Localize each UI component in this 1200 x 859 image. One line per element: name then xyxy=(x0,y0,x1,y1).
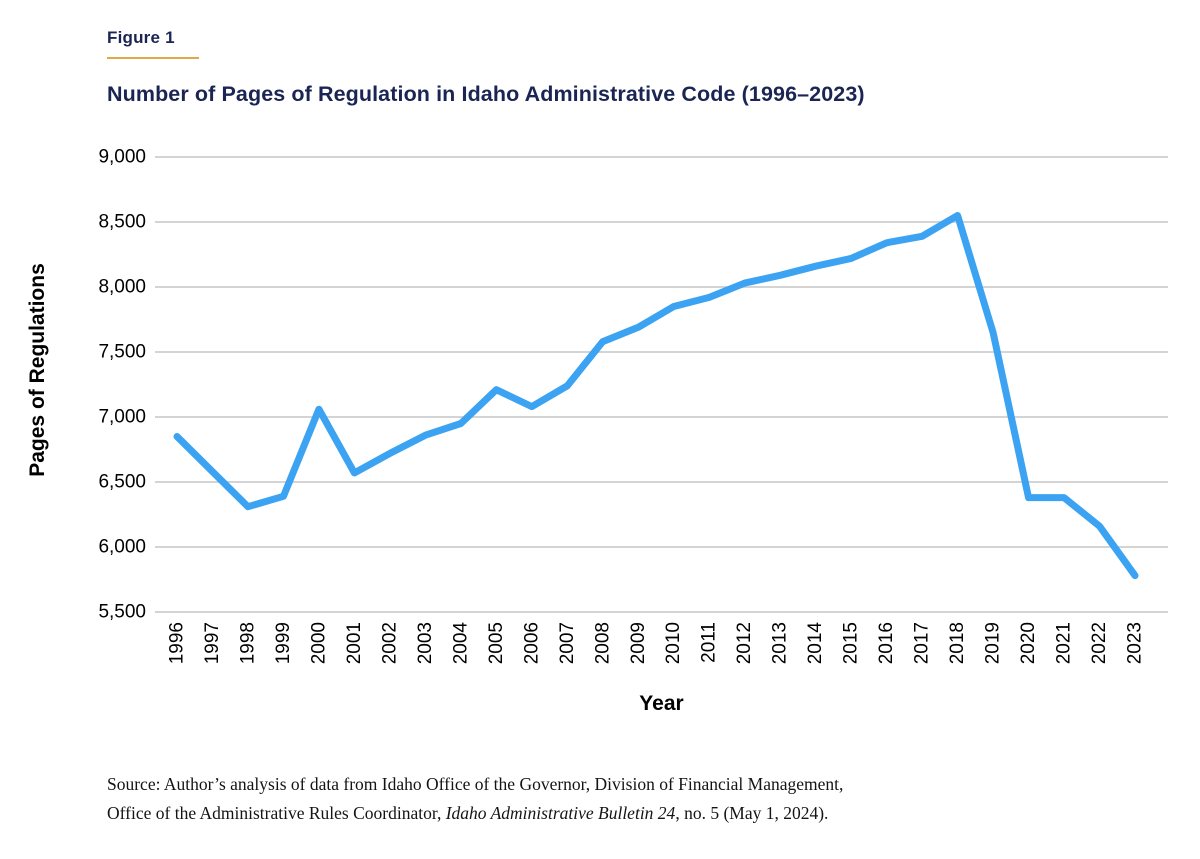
x-tick-label: 1997 xyxy=(202,622,223,664)
x-tick-label: 2007 xyxy=(557,622,578,664)
chart-canvas: 5,500 6,000 6,500 7,000 7,500 8,000 8,500 9,000… xyxy=(26,147,1168,715)
figure-label: Figure 1 xyxy=(107,28,175,47)
x-tick-label: 2013 xyxy=(770,622,791,664)
y-tick-label: 6,000 xyxy=(98,537,146,558)
source-citation-italic: Idaho Administrative Bulletin 24 xyxy=(445,803,676,823)
x-tick-label: 2011 xyxy=(699,622,720,663)
chart-title: Number of Pages of Regulation in Idaho A… xyxy=(107,82,865,106)
y-tick-label: 7,000 xyxy=(98,407,146,428)
x-tick-label: 1998 xyxy=(237,622,258,664)
x-tick-label: 2006 xyxy=(521,622,542,664)
x-tick-label: 2009 xyxy=(628,622,649,664)
y-tick-label: 6,500 xyxy=(98,472,146,493)
x-tick-label: 2002 xyxy=(379,622,400,664)
y-axis-title: Pages of Regulations xyxy=(26,263,49,477)
x-tick-label: 2015 xyxy=(841,622,862,664)
x-tick-label: 2018 xyxy=(947,622,968,664)
y-tick-label: 8,500 xyxy=(98,212,146,233)
x-tick-label: 2004 xyxy=(450,622,471,665)
x-tick-label: 1999 xyxy=(273,622,294,664)
x-tick-label: 2012 xyxy=(734,622,755,664)
x-axis-title: Year xyxy=(639,692,683,715)
data-line-pages xyxy=(173,212,1139,580)
x-tick-label: 2020 xyxy=(1018,622,1039,664)
x-tick-label: 2019 xyxy=(983,622,1004,664)
x-tick-label: 2003 xyxy=(415,622,436,664)
line-chart: 5,500 6,000 6,500 7,000 7,500 8,000 8,500 9,000… xyxy=(0,140,1200,740)
x-tick-label: 2001 xyxy=(344,622,365,664)
source-line2-suffix: , no. 5 (May 1, 2024). xyxy=(675,803,829,823)
x-tick-label: 2017 xyxy=(912,622,933,664)
x-tick-label: 2023 xyxy=(1125,622,1146,664)
x-tick-label: 2005 xyxy=(486,622,507,664)
source-note: Source: Author’s analysis of data from I… xyxy=(107,770,987,828)
x-tick-label: 2010 xyxy=(663,622,684,664)
x-tick-label: 2000 xyxy=(308,622,329,664)
y-tick-label: 7,500 xyxy=(98,342,146,363)
x-tick-label: 2022 xyxy=(1089,622,1110,664)
y-tick-label: 8,000 xyxy=(98,277,146,298)
source-line1: Source: Author’s analysis of data from I… xyxy=(107,774,844,794)
source-line2-prefix: Office of the Administrative Rules Coord… xyxy=(107,803,446,823)
x-tick-label: 2014 xyxy=(805,622,826,665)
source-line2: Office of the Administrative Rules Coord… xyxy=(107,803,828,823)
x-tick-label: 1996 xyxy=(167,622,188,664)
x-tick-label: 2016 xyxy=(876,622,897,664)
figure-label-underline xyxy=(107,57,199,59)
x-tick-label: 2021 xyxy=(1054,622,1075,664)
y-tick-label: 5,500 xyxy=(98,602,146,623)
y-tick-label: 9,000 xyxy=(98,147,146,168)
x-tick-label: 2008 xyxy=(592,622,613,664)
